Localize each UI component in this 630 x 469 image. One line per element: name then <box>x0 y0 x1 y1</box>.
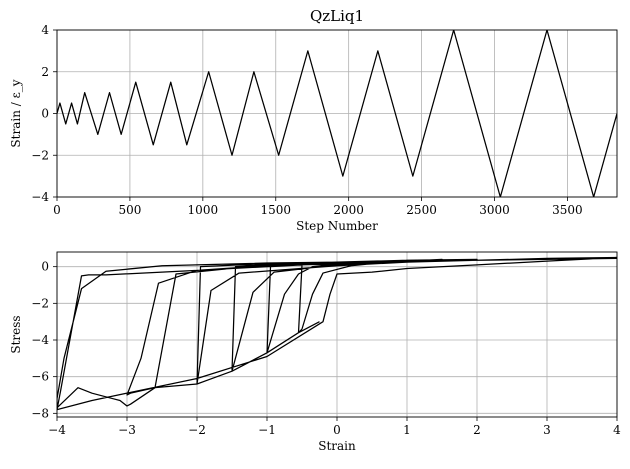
y-tick-label: −8 <box>31 406 49 420</box>
y-axis-label: Stress <box>9 315 23 353</box>
x-tick-label: 0 <box>333 423 341 437</box>
x-tick-label: −1 <box>258 423 276 437</box>
y-tick-label: 4 <box>41 23 49 37</box>
series-line <box>57 256 617 411</box>
x-tick-label: 2500 <box>406 203 437 217</box>
y-tick-label: 0 <box>41 107 49 121</box>
chart-title: QzLiq1 <box>310 7 364 25</box>
x-tick-label: 0 <box>53 203 61 217</box>
x-tick-label: −2 <box>188 423 206 437</box>
y-tick-label: −4 <box>31 190 49 204</box>
y-tick-label: −4 <box>31 333 49 347</box>
y-tick-label: 2 <box>41 65 49 79</box>
x-tick-label: 1 <box>403 423 411 437</box>
y-tick-label: −2 <box>31 148 49 162</box>
stress-strain-panel: −4 −3 −2 −1 0 1 2 3 4 −8 −6 −4 −2 0 Strain Stress <box>9 251 621 453</box>
x-tick-label: 1000 <box>188 203 219 217</box>
x-tick-label: 3000 <box>479 203 510 217</box>
strain-history-panel: 0 500 1000 1500 2000 2500 3000 3500 −4 −2 0 2 4 Step … <box>9 7 618 233</box>
x-tick-label: 2000 <box>333 203 364 217</box>
series-line <box>57 30 617 197</box>
x-axis-label: Step Number <box>296 219 378 233</box>
x-tick-label: 500 <box>118 203 141 217</box>
y-tick-label: 0 <box>41 260 49 274</box>
x-tick-label: 1500 <box>260 203 291 217</box>
x-tick-label: 3 <box>543 423 551 437</box>
x-tick-label: 2 <box>473 423 481 437</box>
y-axis-label: Strain / ε_y <box>9 79 23 147</box>
x-tick-label: −4 <box>48 423 66 437</box>
x-tick-label: 4 <box>613 423 621 437</box>
y-tick-label: −6 <box>31 370 49 384</box>
x-tick-label: 3500 <box>552 203 583 217</box>
y-tick-label: −2 <box>31 296 49 310</box>
x-tick-label: −3 <box>118 423 136 437</box>
x-axis-label: Strain <box>318 439 356 453</box>
